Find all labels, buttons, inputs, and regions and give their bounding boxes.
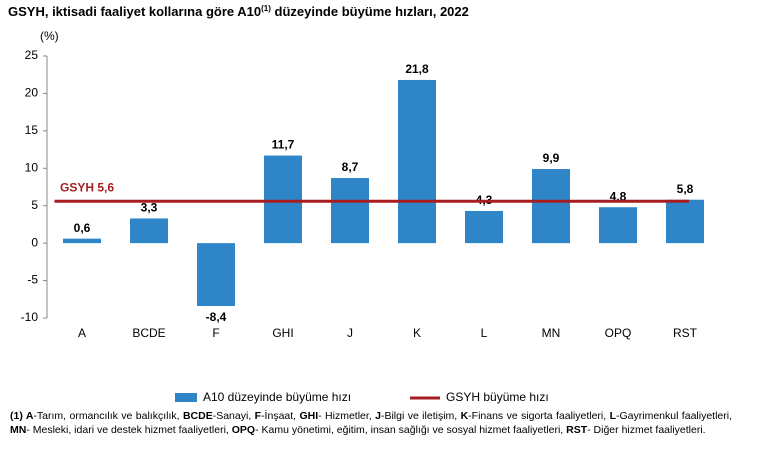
footnote-text: - Hizmetler, xyxy=(318,410,376,422)
y-tick-label: 25 xyxy=(25,48,39,62)
x-tick-label: BCDE xyxy=(132,326,165,340)
y-tick-label: 20 xyxy=(25,86,39,100)
footnote-text: -Tarım, ormancılık ve balıkçılık, xyxy=(33,410,183,422)
footnote-text: - Kamu yönetimi, eğitim, insan sağlığı v… xyxy=(255,424,567,436)
title-text: düzeyinde büyüme hızları, 2022 xyxy=(271,4,469,19)
footnote-text: - Diğer hizmet faaliyetleri. xyxy=(587,424,706,436)
data-label: 21,8 xyxy=(405,62,429,76)
footnote: (1) A-Tarım, ormancılık ve balıkçılık, B… xyxy=(10,409,732,437)
bar xyxy=(331,178,369,244)
footnote-text: J xyxy=(375,410,381,422)
title-text: GSYH, iktisadi faaliyet kollarına göre A… xyxy=(8,4,261,19)
footnote-text: RST xyxy=(566,424,588,436)
x-tick-label: A xyxy=(78,326,86,340)
footnote-text: K xyxy=(460,410,469,422)
footnote-text: -İnşaat, xyxy=(261,410,300,422)
data-label: -8,4 xyxy=(206,310,227,324)
footnote-text: - Mesleki, idari ve destek hizmet faaliy… xyxy=(26,424,232,436)
footnote-text: GHI xyxy=(299,410,319,422)
bar xyxy=(465,210,503,244)
reference-label: GSYH 5,6 xyxy=(60,180,114,194)
bar xyxy=(532,169,570,244)
bar xyxy=(666,199,704,244)
title-sup: (1) xyxy=(261,4,271,13)
y-tick-label: 5 xyxy=(31,198,38,212)
footnote-text: -Gayrimenkul faaliyetleri, xyxy=(615,410,732,422)
x-tick-label: RST xyxy=(673,326,698,340)
bar xyxy=(599,207,637,244)
y-tick-label: 0 xyxy=(31,235,38,249)
chart: GSYH, iktisadi faaliyet kollarına göre A… xyxy=(8,4,704,404)
y-tick-label: 15 xyxy=(25,123,39,137)
data-label: 8,7 xyxy=(342,160,359,174)
bar xyxy=(197,243,235,307)
bar xyxy=(63,238,101,244)
chart-title: GSYH, iktisadi faaliyet kollarına göre A… xyxy=(8,4,469,19)
data-label: 11,7 xyxy=(272,138,295,152)
x-tick-label: GHI xyxy=(272,326,293,340)
y-tick-label: -5 xyxy=(27,273,38,287)
footnote-text: (1) A xyxy=(10,410,34,422)
footnote-text: BCDE xyxy=(182,410,213,422)
footnote-text: -Bilgi ve iletişim, xyxy=(380,410,461,422)
data-label: 3,3 xyxy=(141,201,158,215)
footnote-text: F xyxy=(254,410,262,422)
y-tick-label: -10 xyxy=(21,310,39,324)
legend-label: GSYH büyüme hızı xyxy=(446,390,549,404)
footnote-text: -Finans ve sigorta faaliyetleri, xyxy=(468,410,610,422)
x-tick-label: L xyxy=(481,326,488,340)
x-tick-label: MN xyxy=(542,326,561,340)
data-label: 9,9 xyxy=(543,151,560,165)
data-label: 5,8 xyxy=(677,182,694,196)
x-tick-label: J xyxy=(347,326,353,340)
y-tick-label: 10 xyxy=(25,160,39,174)
y-axis-label: (%) xyxy=(40,29,59,43)
x-tick-label: F xyxy=(212,326,219,340)
footnote-text: -Sanayi, xyxy=(212,410,255,422)
bar xyxy=(264,155,302,244)
bar xyxy=(130,218,168,244)
legend-swatch xyxy=(175,393,197,402)
x-tick-label: K xyxy=(413,326,421,340)
footnote-text: L xyxy=(609,410,616,422)
legend-label: A10 düzeyinde büyüme hızı xyxy=(203,390,351,404)
data-label: 0,6 xyxy=(74,221,91,235)
footnote-text: MN xyxy=(10,424,27,436)
x-tick-label: OPQ xyxy=(605,326,632,340)
bar xyxy=(398,79,436,244)
footnote-text: OPQ xyxy=(231,424,256,436)
